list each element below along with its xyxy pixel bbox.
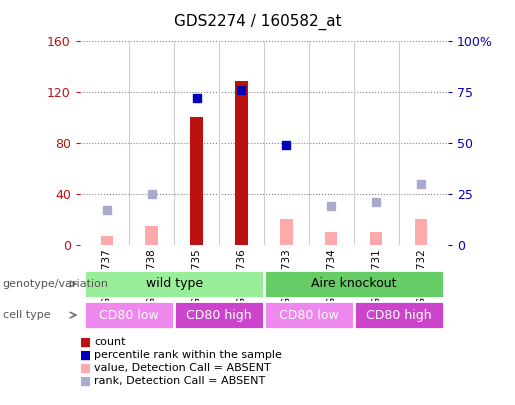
Text: ■: ■ xyxy=(80,349,91,362)
Bar xyxy=(280,220,293,245)
Bar xyxy=(264,301,354,329)
Text: CD80 low: CD80 low xyxy=(99,309,159,322)
Bar xyxy=(146,226,158,245)
Bar xyxy=(370,232,382,245)
Text: wild type: wild type xyxy=(146,277,203,290)
Text: cell type: cell type xyxy=(3,310,50,320)
Text: rank, Detection Call = ABSENT: rank, Detection Call = ABSENT xyxy=(94,376,266,386)
Bar xyxy=(264,270,443,298)
Text: Aire knockout: Aire knockout xyxy=(311,277,397,290)
Text: ■: ■ xyxy=(80,336,91,349)
Bar xyxy=(415,220,427,245)
Text: count: count xyxy=(94,337,126,347)
Text: ■: ■ xyxy=(80,362,91,375)
Text: ■: ■ xyxy=(80,375,91,388)
Text: CD80 low: CD80 low xyxy=(279,309,339,322)
Bar xyxy=(84,270,264,298)
Bar xyxy=(235,81,248,245)
Text: value, Detection Call = ABSENT: value, Detection Call = ABSENT xyxy=(94,363,271,373)
Bar xyxy=(174,301,264,329)
Bar xyxy=(191,117,203,245)
Text: CD80 high: CD80 high xyxy=(366,309,432,322)
Text: percentile rank within the sample: percentile rank within the sample xyxy=(94,350,282,360)
Bar xyxy=(84,301,174,329)
Text: GDS2274 / 160582_at: GDS2274 / 160582_at xyxy=(174,14,341,30)
Bar xyxy=(354,301,443,329)
Bar xyxy=(325,232,337,245)
Bar xyxy=(100,236,113,245)
Text: genotype/variation: genotype/variation xyxy=(3,279,109,289)
Text: CD80 high: CD80 high xyxy=(186,309,252,322)
